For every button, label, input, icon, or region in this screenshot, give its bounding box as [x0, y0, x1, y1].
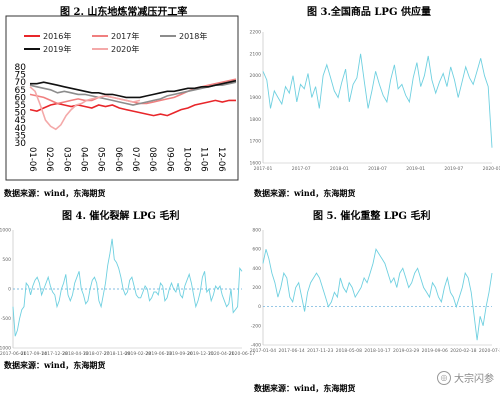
- series-line: [29, 99, 236, 117]
- x-tick-label: 03-06: [61, 147, 71, 172]
- watermark: ◎ 大宗闪参: [437, 370, 494, 385]
- y-tick-label: 75: [15, 71, 26, 81]
- y-tick-label: 0: [258, 304, 261, 310]
- y-tick-label: 2000: [250, 73, 262, 79]
- legend-label: 2016年: [43, 31, 71, 41]
- x-tick-label: 08-06: [147, 147, 157, 172]
- x-tick-label: 07-06: [130, 147, 140, 172]
- series-line: [29, 86, 141, 131]
- y-tick-label: 1000: [0, 228, 11, 234]
- x-tick-label: 2018-07: [368, 166, 387, 172]
- x-tick-label: 2018-07-27: [83, 351, 109, 357]
- x-tick-label: 2020-01: [483, 166, 500, 172]
- y-tick-label: 45: [15, 116, 26, 126]
- y-tick-label: 0: [8, 287, 11, 293]
- y-tick-label: 1600: [250, 161, 262, 167]
- x-tick-label: 2019-09-06: [422, 348, 448, 354]
- y-tick-label: 400: [252, 266, 261, 272]
- y-tick-label: 1900: [250, 95, 262, 101]
- x-tick-label: 2018-05-08: [336, 348, 362, 354]
- x-tick-label: 05-06: [96, 147, 106, 172]
- x-tick-label: 2017-07: [292, 166, 311, 172]
- x-tick-label: 2019-03-29: [393, 348, 419, 354]
- y-tick-label: -1000: [0, 346, 11, 352]
- x-tick-label: 2018-01: [330, 166, 349, 172]
- x-tick-label: 04-06: [79, 147, 89, 172]
- series-line: [12, 238, 243, 337]
- chart-4-source: 数据来源：wind，东海期货: [254, 383, 356, 393]
- wechat-icon: ◎: [437, 370, 451, 385]
- chart-1-source: 数据来源：wind，东海期货: [4, 188, 106, 198]
- y-tick-label: 2200: [250, 30, 262, 36]
- chart-4: -400 -200 0 200 400 600 800 2017-01-04 2017-06-1…: [250, 228, 500, 355]
- chart-3-source: 数据来源：wind，东海期货: [4, 360, 106, 370]
- chart-2-source: 数据来源：wind，东海期货: [254, 188, 356, 198]
- x-tick-label: 2018-11-09: [104, 351, 130, 357]
- x-tick-label: 10-06: [182, 147, 192, 172]
- legend-label: 2018年: [179, 31, 207, 41]
- x-tick-label: 2019-09-26: [166, 351, 192, 357]
- y-tick-label: 70: [15, 78, 27, 88]
- chart-4-title: 图 5. 催化重整 LPG 毛利: [313, 211, 431, 222]
- x-tick-label: 12-06: [216, 147, 226, 172]
- y-tick-label: 2100: [250, 51, 262, 57]
- x-tick-label: 2020-02-18: [450, 348, 476, 354]
- y-tick-label: 800: [252, 228, 261, 234]
- series-line: [30, 79, 237, 99]
- y-tick-label: 30: [15, 139, 27, 149]
- y-tick-label: 200: [252, 285, 261, 291]
- y-tick-label: 60: [15, 93, 27, 103]
- x-tick-label: 2017-06-01: [0, 351, 26, 357]
- y-tick-label: 600: [252, 247, 261, 253]
- y-tick-label: 1800: [250, 117, 262, 123]
- x-tick-label: 2019-02-28: [125, 351, 151, 357]
- y-tick-label: -500: [1, 316, 11, 322]
- x-tick-label: 2018-04-13: [62, 351, 88, 357]
- legend-label: 2020年: [111, 44, 139, 54]
- chart-3: -1000-500050010002017-06-012017-09-14201…: [0, 228, 255, 358]
- x-tick-label: 11-06: [199, 147, 209, 172]
- x-tick-label: 2019-12-11: [187, 351, 213, 357]
- x-tick-label: 2020-04-21: [208, 351, 234, 357]
- x-tick-label: 2017-01-04: [250, 348, 276, 354]
- x-tick-label: 06-06: [113, 147, 123, 172]
- chart-3-title: 图 4. 催化裂解 LPG 毛利: [62, 211, 180, 222]
- y-tick-label: 35: [15, 131, 26, 141]
- y-tick-label: 1700: [250, 139, 262, 145]
- x-tick-label: 2018-10-17: [364, 348, 390, 354]
- chart-1-title: 图 2. 山东地炼常减压开工率: [60, 7, 188, 18]
- chart-2: 1600 1700 1800 1900 2000 2100 2200 2017-01 2017-…: [250, 30, 500, 173]
- x-tick-label: 2020-06-17: [229, 351, 255, 357]
- x-tick-label: 09-06: [164, 147, 174, 172]
- chart-2-title: 图 3.全国商品 LPG 供应量: [307, 7, 431, 18]
- x-tick-label: 2019-07: [444, 166, 463, 172]
- y-tick-label: 50: [15, 109, 27, 119]
- x-tick-label: 2017-06-14: [279, 348, 305, 354]
- legend-label: 2017年: [111, 31, 139, 41]
- x-tick-label: 2017-01: [254, 166, 273, 172]
- y-tick-label: 40: [15, 124, 27, 134]
- y-tick-label: -200: [251, 323, 261, 329]
- series-line: [29, 81, 237, 106]
- x-tick-label: 2019-06-13: [146, 351, 172, 357]
- y-tick-label: 500: [2, 257, 11, 263]
- x-tick-label: 2017-11-23: [307, 348, 333, 354]
- x-tick-label: 02-06: [44, 147, 54, 172]
- chart-frame: [5, 15, 239, 181]
- y-tick-label: 65: [15, 86, 26, 96]
- series-line: [262, 53, 493, 148]
- legend-label: 2019年: [43, 44, 71, 54]
- y-tick-label: 55: [15, 101, 26, 111]
- x-tick-label: 01-06: [27, 147, 37, 172]
- x-tick-label: 2017-09-14: [21, 351, 47, 357]
- series-line: [262, 248, 493, 341]
- y-tick-label: 80: [15, 63, 27, 73]
- x-tick-label: 2017-12-28: [42, 351, 68, 357]
- watermark-text: 大宗闪参: [454, 374, 494, 385]
- x-tick-label: 2019-01: [406, 166, 425, 172]
- y-tick-label: -400: [251, 343, 261, 349]
- x-tick-label: 2020-07-28: [479, 348, 500, 354]
